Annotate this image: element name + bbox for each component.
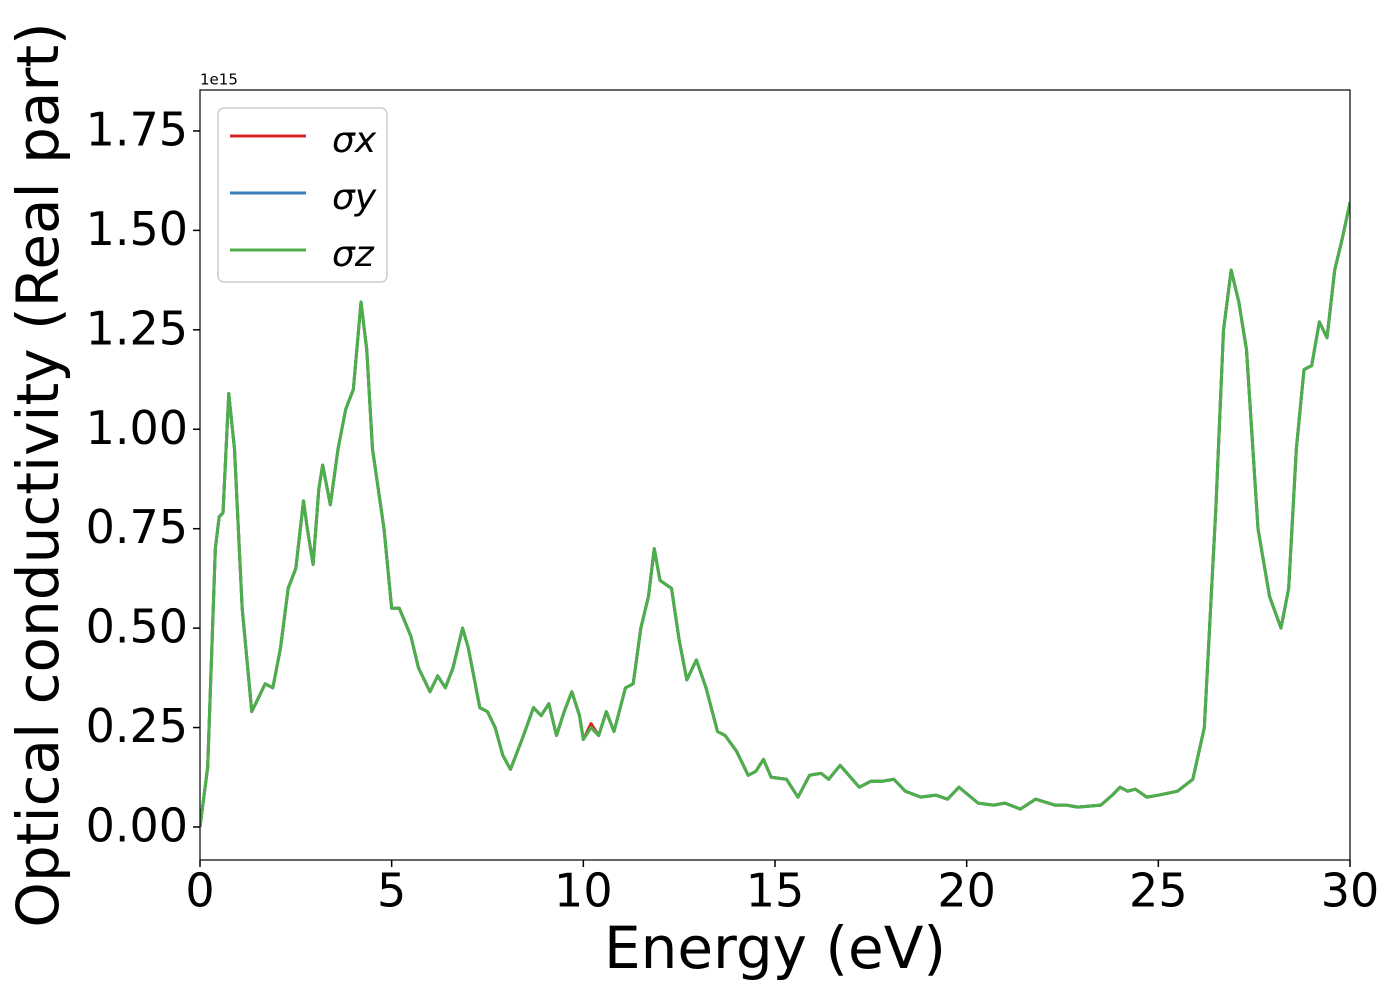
series-line	[200, 202, 1350, 828]
legend-label: σz	[332, 234, 375, 275]
y-tick-label: 0.75	[86, 500, 188, 554]
x-tick-label: 30	[1321, 864, 1380, 918]
y-tick-label: 0.50	[86, 600, 188, 654]
y-tick-label: 1.00	[86, 401, 188, 455]
x-tick-label: 20	[937, 864, 996, 918]
x-tick-label: 0	[185, 864, 214, 918]
x-axis-label: Energy (eV)	[604, 914, 946, 982]
y-tick-label: 0.25	[86, 699, 188, 753]
legend-label: σy	[332, 177, 377, 218]
x-tick-label: 15	[746, 864, 805, 918]
plot-frame	[199, 89, 1351, 861]
x-tick-label: 25	[1129, 864, 1188, 918]
y-tick-label: 1.50	[86, 202, 188, 256]
series-line	[200, 202, 1350, 828]
y-tick-label: 0.00	[86, 798, 188, 852]
y-tick-label: 1.75	[86, 102, 188, 156]
y-offset-label: 1e15	[200, 71, 238, 89]
x-tick-label: 5	[377, 864, 406, 918]
x-tick-label: 10	[554, 864, 613, 918]
y-axis-label: Optical conductivity (Real part)	[4, 22, 72, 927]
legend-label: σx	[332, 120, 377, 161]
series-line	[200, 202, 1350, 828]
y-tick-label: 1.25	[86, 301, 188, 355]
legend-box	[217, 107, 388, 283]
